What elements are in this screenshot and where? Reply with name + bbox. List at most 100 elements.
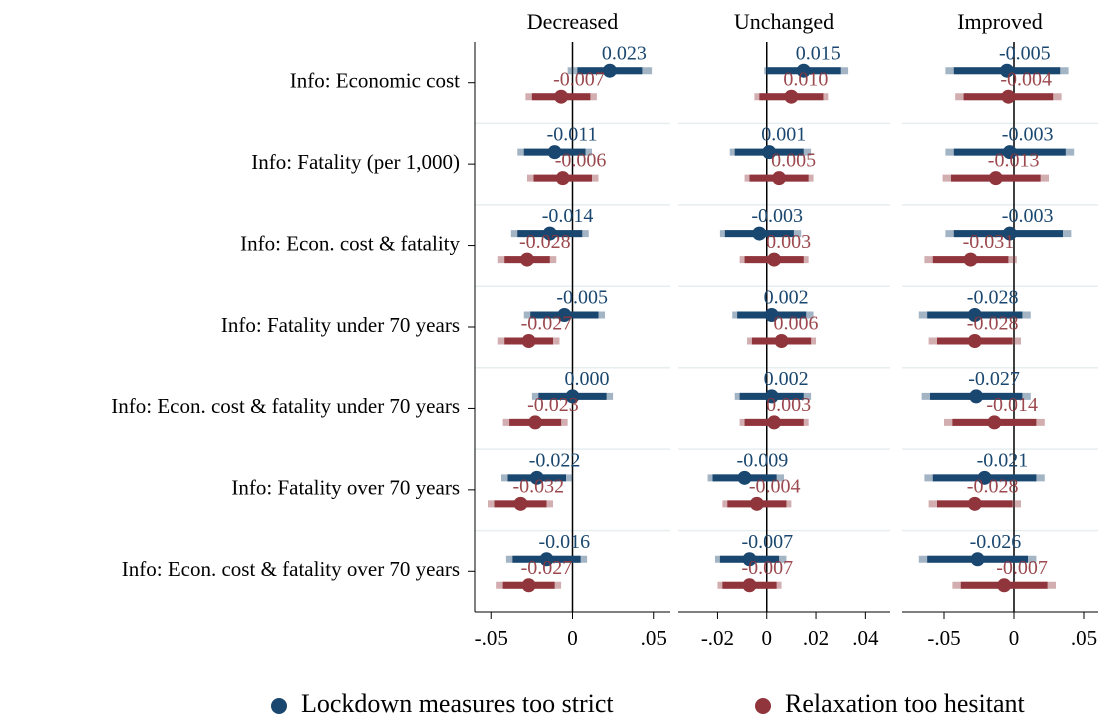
value-label: -0.028 bbox=[967, 287, 1019, 309]
point bbox=[749, 496, 764, 511]
value-label: -0.027 bbox=[968, 368, 1020, 390]
value-label: -0.007 bbox=[741, 531, 793, 553]
point bbox=[967, 496, 982, 511]
point bbox=[772, 171, 787, 186]
value-label: -0.027 bbox=[521, 313, 573, 335]
category-label: Info: Econ. cost & fatality under 70 yea… bbox=[111, 394, 460, 418]
value-label: -0.014 bbox=[542, 205, 594, 227]
point bbox=[970, 552, 985, 567]
value-label: 0.002 bbox=[764, 368, 809, 390]
point bbox=[529, 470, 544, 485]
point bbox=[764, 308, 779, 322]
value-label: -0.026 bbox=[970, 531, 1022, 553]
point bbox=[528, 415, 543, 430]
legend-label: Relaxation too hesitant bbox=[785, 689, 1026, 718]
point bbox=[742, 578, 757, 593]
legend-marker bbox=[755, 698, 771, 714]
panel-title: Unchanged bbox=[734, 9, 834, 34]
x-tick-label: .05 bbox=[641, 626, 667, 650]
point bbox=[764, 389, 779, 404]
point bbox=[737, 470, 752, 485]
point bbox=[774, 334, 789, 348]
category-label: Info: Fatality under 70 years bbox=[221, 313, 460, 337]
value-label: -0.003 bbox=[1002, 205, 1054, 227]
value-label: 0.005 bbox=[771, 150, 816, 172]
value-label: -0.028 bbox=[519, 231, 571, 253]
point bbox=[969, 389, 984, 404]
point bbox=[762, 145, 777, 160]
point bbox=[796, 63, 811, 78]
value-label: -0.022 bbox=[529, 449, 581, 471]
x-tick-label: .05 bbox=[1071, 626, 1097, 650]
panel-title: Improved bbox=[957, 9, 1043, 34]
point bbox=[565, 389, 580, 404]
category-label: Info: Fatality (per 1,000) bbox=[251, 150, 460, 174]
point bbox=[752, 226, 767, 241]
point bbox=[521, 334, 536, 348]
point bbox=[784, 89, 799, 104]
point bbox=[1001, 89, 1016, 104]
value-label: 0.006 bbox=[774, 313, 819, 335]
point bbox=[742, 552, 757, 567]
point bbox=[988, 171, 1003, 186]
value-label: -0.005 bbox=[556, 287, 608, 309]
point bbox=[1000, 63, 1014, 78]
point bbox=[547, 145, 562, 160]
point bbox=[977, 470, 992, 485]
value-label: 0.002 bbox=[764, 287, 809, 309]
value-label: -0.011 bbox=[547, 124, 598, 146]
point bbox=[963, 252, 978, 267]
value-label: -0.003 bbox=[1002, 124, 1054, 146]
x-tick-label: .04 bbox=[852, 626, 879, 650]
value-label: -0.032 bbox=[513, 475, 565, 497]
value-label: -0.004 bbox=[749, 475, 801, 497]
value-label: 0.001 bbox=[761, 124, 806, 146]
x-tick-label: -.05 bbox=[475, 626, 508, 650]
category-label: Info: Fatality over 70 years bbox=[231, 476, 460, 500]
point bbox=[967, 308, 982, 322]
point bbox=[539, 552, 554, 567]
value-label: -0.016 bbox=[539, 531, 591, 553]
x-tick-label: -.02 bbox=[701, 626, 734, 650]
x-tick-label: -.05 bbox=[927, 626, 960, 650]
point bbox=[557, 308, 572, 322]
value-label: -0.004 bbox=[1000, 68, 1052, 90]
value-label: -0.009 bbox=[737, 449, 789, 471]
point bbox=[767, 415, 782, 430]
legend-label: Lockdown measures too strict bbox=[301, 689, 614, 718]
value-label: 0.000 bbox=[565, 368, 610, 390]
point bbox=[554, 89, 569, 104]
value-label: -0.006 bbox=[555, 150, 607, 172]
value-label: -0.013 bbox=[988, 150, 1040, 172]
value-label: -0.031 bbox=[963, 231, 1015, 253]
point bbox=[521, 578, 536, 593]
legend-marker bbox=[271, 698, 287, 714]
point bbox=[555, 171, 570, 186]
value-label: 0.003 bbox=[766, 231, 811, 253]
value-label: 0.015 bbox=[796, 42, 841, 64]
value-label: -0.014 bbox=[986, 394, 1038, 416]
x-tick-label: 0 bbox=[761, 626, 772, 650]
value-label: 0.023 bbox=[602, 42, 647, 64]
point bbox=[967, 334, 982, 348]
value-label: -0.005 bbox=[999, 42, 1051, 64]
point bbox=[542, 226, 557, 241]
point bbox=[520, 252, 534, 267]
x-tick-label: 0 bbox=[567, 626, 578, 650]
x-tick-label: .02 bbox=[803, 626, 829, 650]
value-label: -0.007 bbox=[996, 557, 1048, 579]
value-label: -0.003 bbox=[751, 205, 803, 227]
point bbox=[987, 415, 1002, 430]
value-label: -0.028 bbox=[967, 313, 1019, 335]
value-label: -0.007 bbox=[553, 68, 605, 90]
point bbox=[1002, 226, 1017, 241]
value-label: -0.023 bbox=[527, 394, 579, 416]
value-label: -0.028 bbox=[967, 475, 1019, 497]
value-label: -0.021 bbox=[977, 449, 1029, 471]
point bbox=[513, 496, 528, 511]
point bbox=[1002, 145, 1017, 160]
x-tick-label: 0 bbox=[1009, 626, 1020, 650]
point bbox=[997, 578, 1012, 593]
category-label: Info: Econ. cost & fatality over 70 year… bbox=[122, 557, 460, 581]
